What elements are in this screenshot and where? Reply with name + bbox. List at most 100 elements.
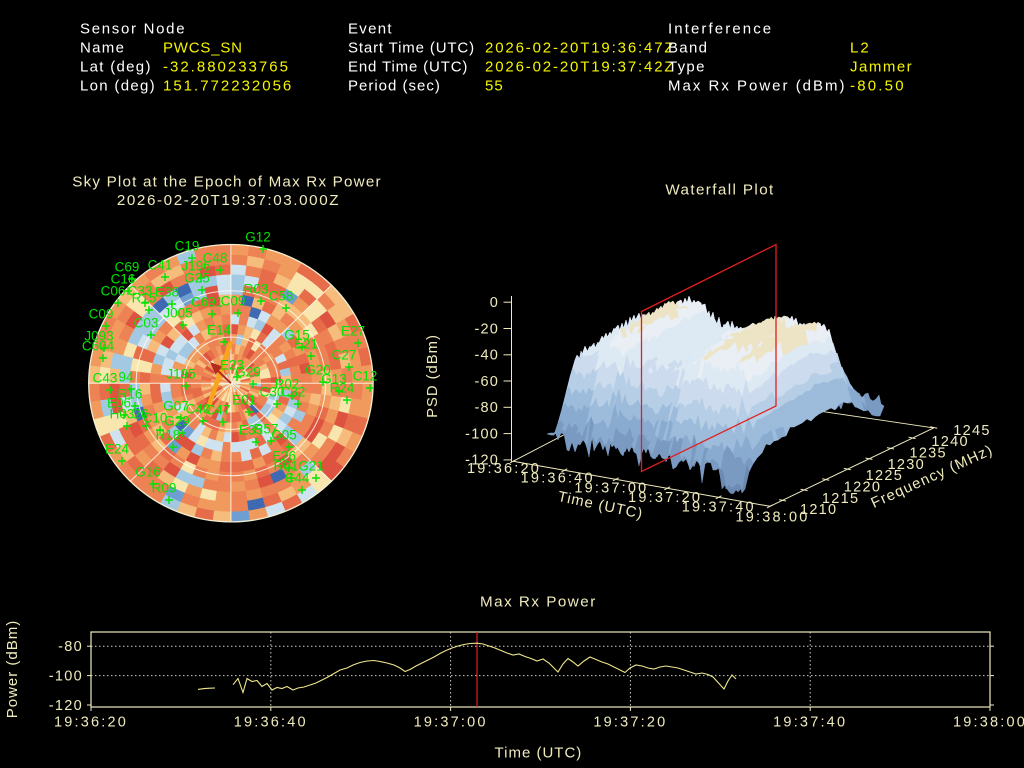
- svg-text:C32: C32: [281, 385, 306, 400]
- svg-text:Start Time (UTC): Start Time (UTC): [348, 40, 475, 57]
- svg-text:-120: -120: [465, 453, 499, 469]
- svg-text:C09: C09: [221, 294, 246, 309]
- svg-text:1245: 1245: [953, 423, 990, 439]
- svg-text:Period (sec): Period (sec): [348, 78, 441, 95]
- svg-text:G25: G25: [184, 271, 210, 286]
- svg-text:C41: C41: [148, 258, 173, 273]
- svg-text:55: 55: [485, 78, 504, 95]
- svg-text:C10: C10: [143, 411, 168, 426]
- svg-text:J093: J093: [84, 329, 113, 344]
- svg-text:C03: C03: [134, 316, 159, 331]
- svg-text:E06: E06: [107, 396, 131, 411]
- svg-text:19:37:40: 19:37:40: [682, 500, 756, 516]
- svg-text:19:37:20: 19:37:20: [593, 715, 667, 731]
- svg-text:C27: C27: [332, 348, 357, 363]
- svg-text:C69: C69: [115, 260, 140, 275]
- svg-text:R16: R16: [118, 387, 143, 402]
- svg-text:G29: G29: [235, 365, 261, 380]
- svg-text:Time (UTC): Time (UTC): [495, 745, 583, 762]
- svg-text:J195: J195: [166, 367, 195, 382]
- svg-text:E21: E21: [294, 337, 318, 352]
- svg-text:19:37:00: 19:37:00: [574, 480, 648, 496]
- svg-text:G05: G05: [271, 428, 297, 443]
- svg-text:Max Rx Power: Max Rx Power: [480, 594, 597, 611]
- svg-text:-100: -100: [49, 669, 83, 685]
- svg-text:R03: R03: [244, 282, 269, 297]
- svg-text:19:37:00: 19:37:00: [414, 715, 488, 731]
- svg-text:Sky Plot at the Epoch of Max R: Sky Plot at the Epoch of Max Rx Power: [72, 174, 381, 191]
- svg-text:E23: E23: [220, 358, 244, 373]
- svg-text:2026-02-20T19:36:47Z: 2026-02-20T19:36:47Z: [485, 40, 675, 57]
- svg-text:-80: -80: [474, 400, 499, 416]
- svg-text:Max Rx Power (dBm): Max Rx Power (dBm): [668, 78, 847, 95]
- svg-text:2026-02-20T19:37:03.000Z: 2026-02-20T19:37:03.000Z: [117, 192, 340, 209]
- svg-text:1210: 1210: [800, 502, 837, 518]
- svg-text:19:37:40: 19:37:40: [773, 715, 847, 731]
- svg-text:C604: C604: [82, 339, 115, 354]
- svg-text:E01: E01: [232, 393, 256, 408]
- svg-text:19:36:20: 19:36:20: [467, 461, 541, 477]
- svg-text:C09: C09: [89, 307, 114, 322]
- svg-text:1235: 1235: [909, 445, 946, 461]
- svg-text:Interference: Interference: [668, 21, 773, 38]
- svg-text:PWCS_SN: PWCS_SN: [163, 40, 243, 57]
- svg-text:C44: C44: [285, 471, 310, 486]
- svg-text:G16: G16: [135, 465, 161, 480]
- svg-text:G12: G12: [245, 230, 271, 245]
- svg-text:-80: -80: [58, 639, 83, 655]
- svg-text:1225: 1225: [866, 468, 903, 484]
- svg-text:C16: C16: [111, 272, 136, 287]
- svg-text:19:36:40: 19:36:40: [234, 715, 308, 731]
- svg-text:E24: E24: [105, 442, 130, 457]
- svg-text:E38: E38: [155, 285, 179, 300]
- svg-text:26: 26: [133, 407, 148, 422]
- svg-text:C691: C691: [191, 295, 223, 310]
- svg-text:G13: G13: [321, 372, 347, 387]
- svg-text:-120: -120: [49, 698, 83, 714]
- svg-text:-60: -60: [474, 374, 499, 390]
- svg-text:R57: R57: [254, 422, 279, 437]
- svg-text:R01: R01: [274, 459, 299, 474]
- svg-text:C48: C48: [203, 251, 228, 266]
- svg-text:1215: 1215: [822, 491, 859, 507]
- svg-text:End Time (UTC): End Time (UTC): [348, 59, 468, 76]
- svg-text:-40: -40: [474, 348, 499, 364]
- svg-text:1220: 1220: [844, 479, 881, 495]
- svg-text:C30: C30: [260, 385, 285, 400]
- svg-text:R09: R09: [152, 481, 177, 496]
- svg-text:PSD (dBm): PSD (dBm): [425, 334, 441, 418]
- svg-text:G20: G20: [305, 363, 331, 378]
- svg-text:19:37:20: 19:37:20: [628, 490, 702, 506]
- svg-text:C40: C40: [186, 402, 211, 417]
- svg-text:J005: J005: [163, 306, 192, 321]
- svg-text:G15: G15: [284, 328, 310, 343]
- svg-text:C43: C43: [93, 371, 118, 386]
- svg-text:Jammer: Jammer: [850, 59, 913, 76]
- svg-text:Waterfall Plot: Waterfall Plot: [665, 181, 774, 198]
- svg-text:Type: Type: [668, 59, 706, 76]
- svg-text:C12: C12: [353, 369, 378, 384]
- svg-text:E14: E14: [207, 323, 232, 338]
- svg-text:C47: C47: [206, 403, 231, 418]
- svg-text:E27: E27: [341, 324, 365, 339]
- svg-text:2026-02-20T19:37:42Z: 2026-02-20T19:37:42Z: [485, 59, 675, 76]
- svg-text:G29: G29: [164, 414, 190, 429]
- svg-text:94: 94: [118, 370, 134, 385]
- svg-text:-80.50: -80.50: [850, 78, 906, 95]
- svg-text:Lat (deg): Lat (deg): [80, 59, 152, 76]
- svg-text:C33: C33: [128, 284, 153, 299]
- svg-text:R18: R18: [156, 428, 181, 443]
- svg-text:-100: -100: [465, 426, 499, 442]
- svg-text:J196: J196: [181, 259, 210, 274]
- svg-text:E35: E35: [239, 423, 263, 438]
- svg-text:-20: -20: [474, 321, 499, 337]
- svg-text:H03: H03: [110, 407, 135, 422]
- svg-text:19:38:00: 19:38:00: [953, 715, 1024, 731]
- svg-text:Event: Event: [348, 21, 393, 38]
- svg-text:G21: G21: [298, 459, 324, 474]
- svg-text:E26: E26: [272, 449, 296, 464]
- svg-text:C06: C06: [101, 284, 126, 299]
- svg-text:C19: C19: [175, 239, 200, 254]
- svg-text:Power (dBm): Power (dBm): [4, 620, 21, 719]
- svg-text:1230: 1230: [888, 457, 925, 473]
